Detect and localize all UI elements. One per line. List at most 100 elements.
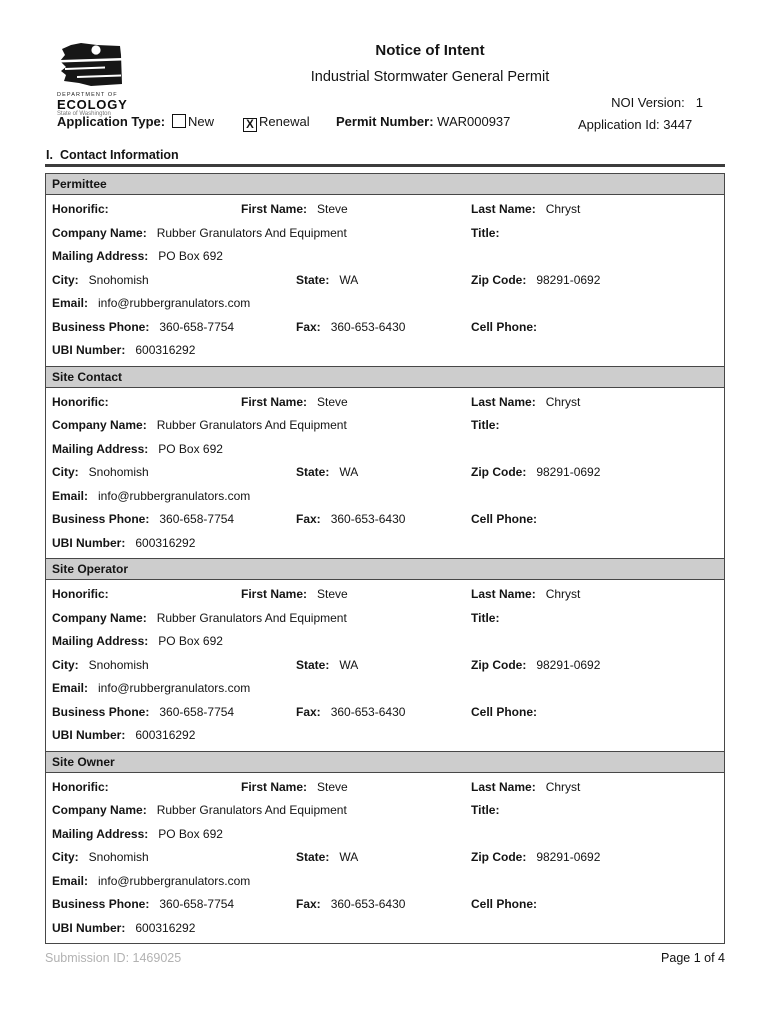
row-ubi: UBI Number: 600316292 bbox=[46, 532, 724, 556]
application-id-value: 3447 bbox=[663, 117, 693, 132]
business-phone-value: 360-658-7754 bbox=[159, 319, 235, 334]
honorific-field: Honorific: bbox=[52, 587, 119, 601]
state-value: WA bbox=[339, 272, 359, 287]
email-label: Email: bbox=[52, 488, 89, 503]
city-value: Snohomish bbox=[88, 850, 149, 864]
email-field: Email: info@rubbergranulators.com bbox=[52, 296, 250, 310]
new-checkbox[interactable] bbox=[172, 114, 186, 128]
city-label: City: bbox=[52, 272, 79, 287]
zip-label: Zip Code: bbox=[471, 850, 527, 864]
first-name-value: Steve bbox=[317, 394, 348, 409]
document-title: Notice of Intent bbox=[375, 42, 485, 59]
zip-field: Zip Code: 98291-0692 bbox=[471, 850, 600, 864]
application-type-row: Application Type: New X Renewal Permit Nu… bbox=[57, 114, 725, 134]
noi-version-value: 1 bbox=[695, 95, 703, 110]
zip-label: Zip Code: bbox=[471, 465, 527, 479]
first-name-value: Steve bbox=[317, 202, 348, 216]
last-name-label: Last Name: bbox=[471, 202, 536, 216]
fax-label: Fax: bbox=[296, 512, 321, 526]
mailing-label: Mailing Address: bbox=[52, 249, 149, 263]
company-field: Company Name: Rubber Granulators And Equi… bbox=[52, 611, 347, 625]
row-mailing: Mailing Address: PO Box 692 bbox=[46, 245, 724, 269]
document-subtitle: Industrial Stormwater General Permit bbox=[310, 69, 550, 85]
first-name-field: First Name: Steve bbox=[241, 395, 348, 409]
cell-phone-label: Cell Phone: bbox=[471, 704, 538, 719]
title-field: Title: bbox=[471, 803, 509, 817]
last-name-value: Chryst bbox=[545, 779, 581, 794]
state-value: WA bbox=[339, 850, 359, 864]
fax-value: 360-653-6430 bbox=[330, 897, 406, 911]
business-phone-label: Business Phone: bbox=[52, 897, 150, 911]
mailing-field: Mailing Address: PO Box 692 bbox=[52, 442, 223, 456]
row-name: Honorific: First Name: Steve Last Name: Ch… bbox=[46, 391, 724, 415]
email-field: Email: info@rubbergranulators.com bbox=[52, 489, 250, 503]
company-value: Rubber Granulators And Equipment bbox=[156, 225, 347, 240]
row-email: Email: info@rubbergranulators.com bbox=[46, 292, 724, 316]
contact-section-header: Permittee bbox=[46, 174, 724, 195]
honorific-field: Honorific: bbox=[52, 395, 119, 409]
fax-label: Fax: bbox=[296, 897, 321, 911]
renewal-checkbox[interactable]: X bbox=[243, 118, 257, 132]
state-label: State: bbox=[296, 272, 330, 287]
state-field: State: WA bbox=[296, 850, 358, 864]
section-heading-rule bbox=[45, 164, 725, 167]
state-label: State: bbox=[296, 657, 330, 672]
last-name-field: Last Name: Chryst bbox=[471, 202, 580, 216]
fax-field: Fax: 360-653-6430 bbox=[296, 320, 405, 334]
city-value: Snohomish bbox=[88, 657, 149, 672]
email-value: info@rubbergranulators.com bbox=[98, 488, 251, 503]
row-phones: Business Phone: 360-658-7754 Fax: 360-653-… bbox=[46, 508, 724, 532]
state-value: WA bbox=[339, 657, 359, 672]
state-field: State: WA bbox=[296, 273, 358, 287]
submission-id: Submission ID: 1469025 bbox=[45, 951, 182, 965]
permit-number-label: Permit Number: bbox=[336, 114, 434, 129]
contact-section-header: Site Contact bbox=[46, 366, 724, 388]
row-city-state-zip: City: Snohomish State: WA Zip Code: 98291-0… bbox=[46, 461, 724, 485]
first-name-field: First Name: Steve bbox=[241, 587, 348, 601]
zip-value: 98291-0692 bbox=[536, 657, 601, 672]
row-name: Honorific: First Name: Steve Last Name: Ch… bbox=[46, 198, 724, 222]
section-number: I. bbox=[46, 148, 53, 162]
first-name-value: Steve bbox=[317, 587, 348, 601]
state-label: State: bbox=[296, 465, 330, 479]
title-label: Title: bbox=[471, 803, 500, 817]
zip-label: Zip Code: bbox=[471, 272, 527, 287]
business-phone-value: 360-658-7754 bbox=[159, 897, 235, 911]
business-phone-label: Business Phone: bbox=[52, 319, 150, 334]
logo-state-of-washington: State of Washington bbox=[57, 111, 111, 117]
last-name-field: Last Name: Chryst bbox=[471, 780, 580, 794]
title-field: Title: bbox=[471, 418, 509, 432]
contact-section-body: Honorific: First Name: Steve Last Name: Ch… bbox=[46, 388, 724, 559]
mailing-label: Mailing Address: bbox=[52, 634, 149, 648]
row-mailing: Mailing Address: PO Box 692 bbox=[46, 823, 724, 847]
email-label: Email: bbox=[52, 296, 89, 310]
company-value: Rubber Granulators And Equipment bbox=[156, 418, 347, 432]
row-email: Email: info@rubbergranulators.com bbox=[46, 485, 724, 509]
row-ubi: UBI Number: 600316292 bbox=[46, 917, 724, 941]
mailing-value: PO Box 692 bbox=[158, 826, 223, 841]
city-field: City: Snohomish bbox=[52, 850, 149, 864]
application-type-label: Application Type: bbox=[57, 114, 166, 129]
fax-value: 360-653-6430 bbox=[330, 704, 406, 719]
cell-phone-field: Cell Phone: bbox=[471, 897, 547, 911]
state-field: State: WA bbox=[296, 465, 358, 479]
fax-field: Fax: 360-653-6430 bbox=[296, 897, 405, 911]
last-name-value: Chryst bbox=[545, 202, 581, 216]
city-field: City: Snohomish bbox=[52, 465, 149, 479]
cell-phone-field: Cell Phone: bbox=[471, 512, 547, 526]
company-label: Company Name: bbox=[52, 803, 147, 817]
application-id-label: Application Id: bbox=[578, 117, 660, 132]
company-field: Company Name: Rubber Granulators And Equi… bbox=[52, 226, 347, 240]
ubi-label: UBI Number: bbox=[52, 728, 126, 742]
company-label: Company Name: bbox=[52, 225, 147, 240]
zip-label: Zip Code: bbox=[471, 657, 527, 672]
row-mailing: Mailing Address: PO Box 692 bbox=[46, 630, 724, 654]
business-phone-field: Business Phone: 360-658-7754 bbox=[52, 705, 234, 719]
contact-section-body: Honorific: First Name: Steve Last Name: Ch… bbox=[46, 580, 724, 751]
company-label: Company Name: bbox=[52, 610, 147, 625]
logo-ecology-text: ECOLOGY bbox=[57, 97, 128, 112]
row-company: Company Name: Rubber Granulators And Equi… bbox=[46, 607, 724, 631]
honorific-label: Honorific: bbox=[52, 587, 109, 601]
last-name-label: Last Name: bbox=[471, 779, 536, 794]
row-mailing: Mailing Address: PO Box 692 bbox=[46, 438, 724, 462]
